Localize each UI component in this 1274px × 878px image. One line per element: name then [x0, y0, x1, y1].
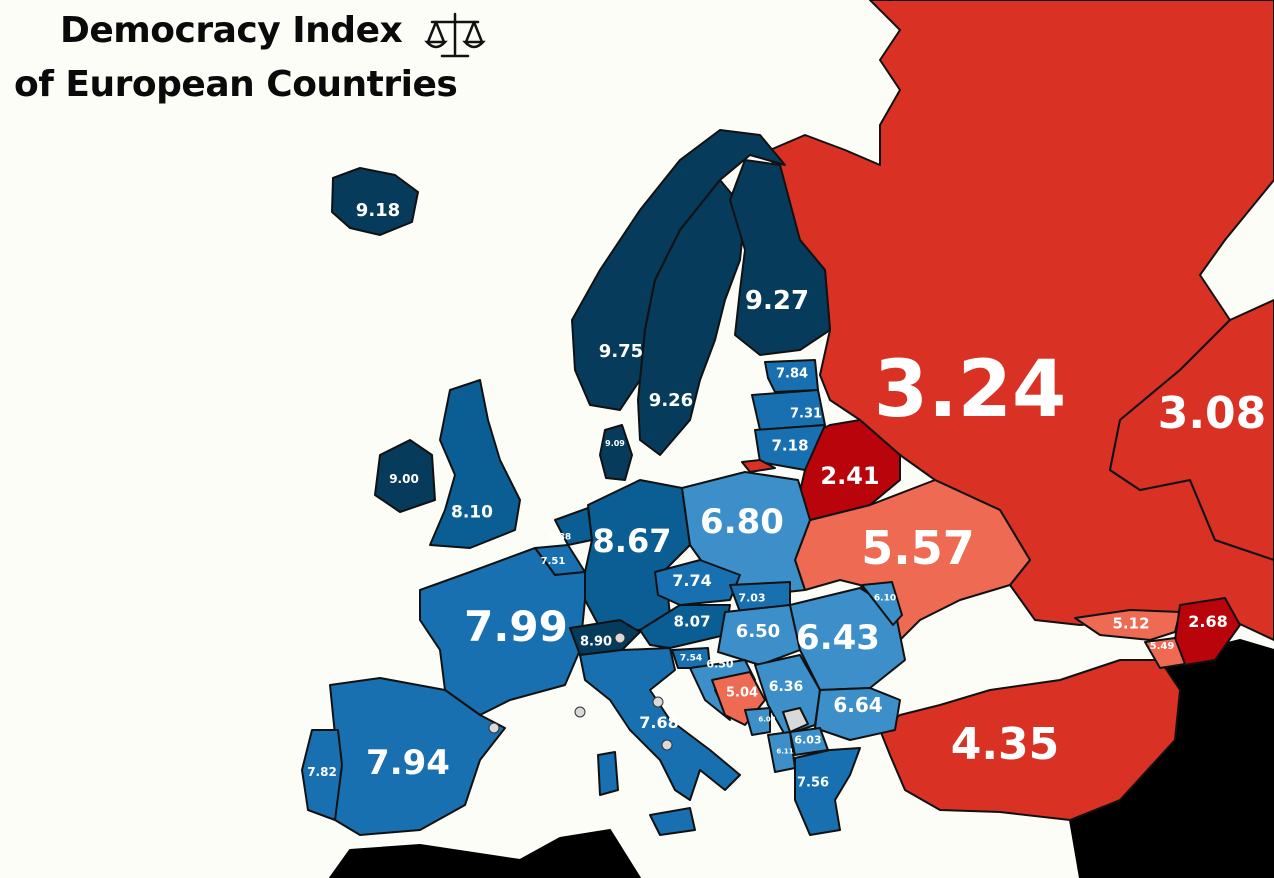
label-austria: 8.07 — [673, 612, 711, 631]
label-georgia: 5.12 — [1112, 614, 1150, 633]
label-moldova: 6.10 — [873, 593, 897, 604]
microstate-dots — [488, 632, 673, 751]
label-croatia: 6.50 — [706, 657, 734, 671]
region-italy — [579, 647, 741, 801]
label-switzerland: 8.90 — [579, 634, 613, 650]
label-finland: 9.27 — [744, 286, 810, 316]
microstate-dot-andorra — [488, 722, 500, 734]
label-spain: 7.94 — [366, 743, 450, 783]
label-bosnia: 5.04 — [725, 685, 759, 701]
label-slovenia: 7.54 — [679, 653, 703, 664]
label-france: 7.99 — [464, 602, 568, 651]
region-kazakhstan — [1109, 299, 1274, 561]
label-portugal: 7.82 — [307, 765, 337, 779]
label-united-kingdom: 8.10 — [451, 502, 493, 523]
label-estonia: 7.84 — [775, 366, 809, 382]
label-azerbaijan: 2.68 — [1188, 612, 1228, 631]
region-belarus — [797, 419, 901, 521]
label-slovakia: 7.03 — [738, 591, 766, 605]
region-denmark — [599, 424, 633, 481]
label-ukraine: 5.57 — [861, 521, 975, 575]
region-armenia — [1144, 637, 1186, 669]
region-finland — [729, 159, 831, 356]
region-portugal — [301, 729, 343, 821]
label-iceland: 9.18 — [355, 200, 401, 221]
microstate-dot-vatican — [661, 739, 673, 751]
label-serbia: 6.36 — [768, 679, 804, 695]
label-norway: 9.75 — [598, 341, 644, 362]
label-ireland: 9.00 — [389, 472, 419, 486]
microstate-dot-san-marino — [652, 696, 664, 708]
microstate-dot-monaco — [574, 706, 586, 718]
label-lithuania: 7.18 — [771, 436, 809, 455]
region-hungary — [717, 604, 801, 666]
region-greece — [794, 747, 861, 836]
label-germany: 8.67 — [592, 522, 672, 560]
label-sweden: 9.26 — [648, 390, 694, 411]
label-italy: 7.68 — [639, 713, 679, 732]
label-hungary: 6.50 — [735, 621, 781, 642]
region-sardinia — [597, 751, 619, 796]
region-montenegro — [744, 707, 771, 736]
region-iceland — [331, 167, 419, 236]
label-belarus: 2.41 — [820, 462, 880, 490]
region-united-kingdom — [429, 379, 521, 549]
region-georgia — [1074, 609, 1181, 641]
label-north-macedonia: 6.03 — [794, 733, 822, 747]
region-switzerland — [569, 619, 641, 656]
label-armenia: 5.49 — [1149, 641, 1175, 652]
region-czechia — [654, 559, 741, 606]
microstate-dot-liechtenstein — [614, 632, 626, 644]
region-lithuania — [754, 424, 826, 471]
label-romania: 6.43 — [796, 618, 880, 658]
label-poland: 6.80 — [700, 502, 784, 542]
label-belgium: 7.51 — [540, 556, 566, 567]
label-latvia: 7.31 — [789, 406, 823, 422]
label-bulgaria: 6.64 — [833, 693, 883, 717]
region-kaliningrad — [741, 459, 776, 473]
label-netherlands: 8.88 — [548, 532, 572, 543]
region-kosovo — [782, 707, 809, 733]
map-title-line-1: Democracy Index — [60, 10, 403, 51]
scales-of-justice-icon — [424, 12, 486, 58]
region-outside-south — [329, 829, 641, 878]
label-kazakhstan: 3.08 — [1157, 388, 1267, 439]
region-france — [419, 547, 586, 716]
label-montenegro: 6.02 — [758, 715, 776, 724]
region-ireland — [374, 439, 436, 513]
region-ukraine — [794, 479, 1031, 641]
map-title-line-2: of European Countries — [14, 64, 458, 105]
label-denmark: 9.09 — [605, 439, 625, 448]
region-sicily — [649, 807, 696, 836]
label-russia: 3.24 — [873, 345, 1067, 435]
region-moldova — [861, 581, 903, 626]
label-greece: 7.56 — [796, 775, 830, 791]
label-czechia: 7.74 — [672, 571, 712, 590]
label-albania: 6.11 — [776, 747, 794, 756]
region-turkey — [879, 659, 1181, 821]
region-romania — [789, 587, 906, 691]
label-turkey: 4.35 — [950, 719, 1060, 770]
